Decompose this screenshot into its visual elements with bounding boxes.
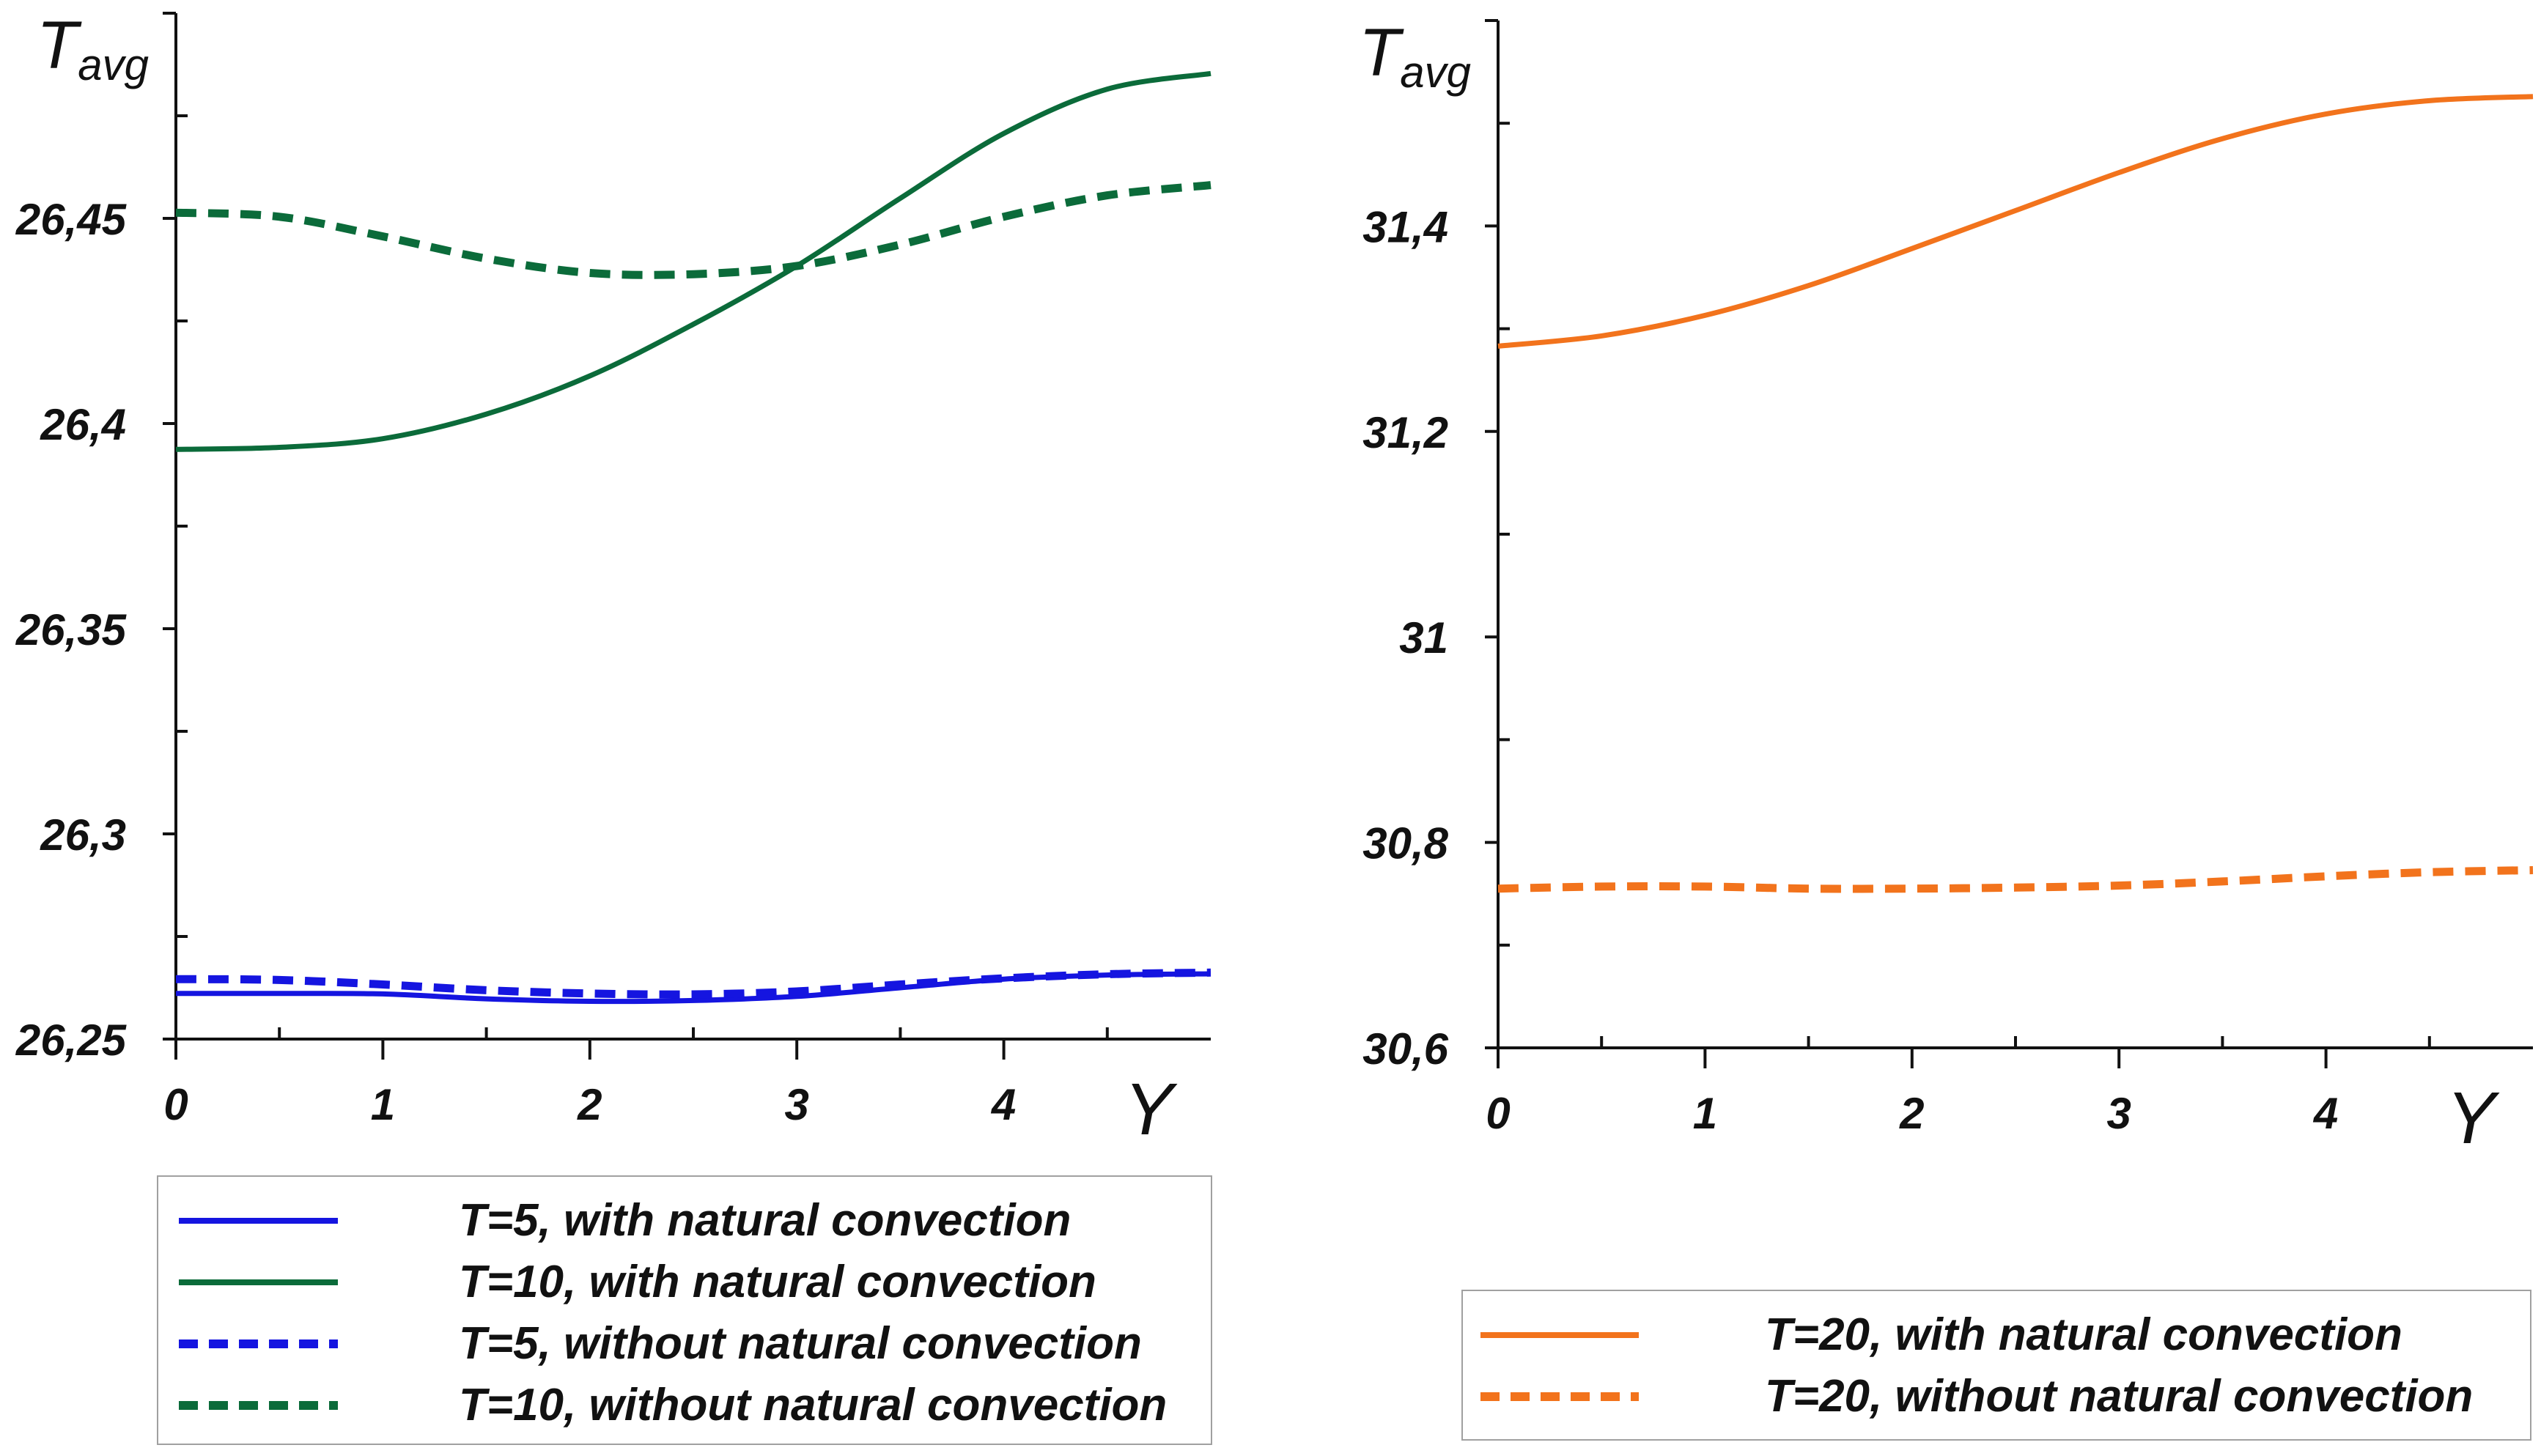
x-tick-label: 3 xyxy=(2107,1089,2131,1138)
legend-item: T=5, without natural convection xyxy=(158,1313,1211,1375)
legend-label: T=5, without natural convection xyxy=(459,1318,1142,1369)
y-tick-label: 26,45 xyxy=(15,195,128,244)
legend-label: T=5, with natural convection xyxy=(459,1195,1072,1246)
y-tick-label: 26,25 xyxy=(15,1016,128,1065)
legend-item: T=10, without natural convection xyxy=(158,1375,1211,1436)
legend-item: T=5, with natural convection xyxy=(158,1190,1211,1252)
y-tick-label: 31,4 xyxy=(1362,202,1448,251)
series-line xyxy=(1497,866,2534,893)
series-line xyxy=(175,971,1212,1005)
x-axis-label: Y xyxy=(2446,1077,2500,1159)
x-tick-label: 1 xyxy=(371,1080,395,1129)
x-tick-label: 3 xyxy=(785,1080,809,1129)
legend-item: T=20, without natural convection xyxy=(1463,1366,2530,1427)
y-tick-label: 31,2 xyxy=(1362,408,1448,457)
x-tick-label: 2 xyxy=(577,1080,602,1129)
legend-label: T=10, with natural convection xyxy=(459,1257,1096,1307)
right-legend: T=20, with natural convection T=20, with… xyxy=(1461,1290,2531,1441)
y-tick-label: 26,35 xyxy=(15,605,128,654)
legend-item: T=10, with natural convection xyxy=(158,1252,1211,1313)
legend-swatch-dashed-orange xyxy=(1480,1392,1639,1401)
x-tick-label: 0 xyxy=(163,1080,188,1129)
right-plot: 30,6 30,8 31 31,2 31,4 0 1 2 3 4 Y Tavg xyxy=(1359,15,2534,1159)
x-tick-label: 1 xyxy=(1693,1089,1717,1138)
legend-item: T=20, with natural convection xyxy=(1463,1304,2530,1366)
y-tick-label: 30,8 xyxy=(1362,819,1448,868)
x-tick-label: 2 xyxy=(1899,1089,1924,1138)
series-line xyxy=(175,181,1212,279)
y-tick-label: 26,3 xyxy=(40,810,126,860)
y-tick-label: 26,4 xyxy=(40,400,126,449)
legend-swatch-solid-orange xyxy=(1480,1332,1639,1338)
y-axis-label: Tavg xyxy=(37,8,149,89)
x-tick-label: 4 xyxy=(991,1080,1016,1129)
x-axis-label: Y xyxy=(1124,1068,1178,1150)
series-line xyxy=(175,70,1212,452)
left-legend: T=5, with natural convection T=10, with … xyxy=(157,1175,1212,1445)
legend-label: T=10, without natural convection xyxy=(459,1380,1168,1430)
legend-swatch-solid-green xyxy=(179,1279,338,1285)
x-tick-label: 0 xyxy=(1486,1089,1510,1138)
left-plot: 26,25 26,3 26,35 26,4 26,45 0 1 2 3 4 Y Tavg xyxy=(15,8,1212,1150)
x-tick-label: 4 xyxy=(2313,1089,2338,1138)
legend-swatch-dashed-green xyxy=(179,1401,338,1410)
series-line xyxy=(1497,94,2534,349)
legend-swatch-dashed-blue xyxy=(179,1339,338,1348)
y-tick-label: 30,6 xyxy=(1362,1024,1448,1073)
legend-swatch-solid-blue xyxy=(179,1218,338,1224)
legend-label: T=20, without natural convection xyxy=(1765,1371,2474,1422)
series-line xyxy=(175,968,1212,999)
y-axis-label: Tavg xyxy=(1359,15,1471,97)
y-tick-label: 31 xyxy=(1399,613,1448,662)
legend-label: T=20, with natural convection xyxy=(1765,1309,2402,1360)
